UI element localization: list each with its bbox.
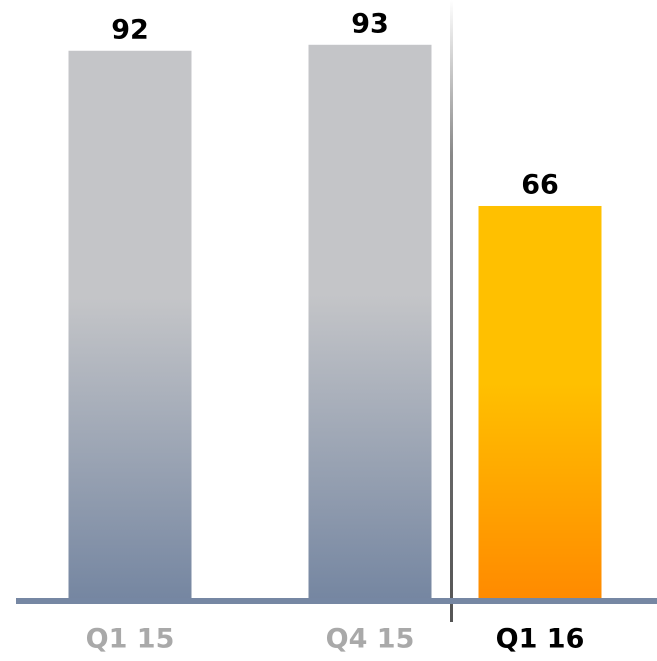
divider <box>450 0 453 622</box>
bars <box>68 44 602 601</box>
bar <box>68 50 192 600</box>
x-tick-label: Q1 15 <box>86 624 175 655</box>
bar <box>478 205 602 601</box>
value-label: 93 <box>351 8 389 39</box>
x-tick-label: Q1 16 <box>496 624 585 655</box>
bar <box>308 44 432 601</box>
value-label: 92 <box>111 14 149 45</box>
baseline <box>16 598 657 604</box>
x-tick-label: Q4 15 <box>326 624 415 655</box>
value-label: 66 <box>521 169 559 200</box>
